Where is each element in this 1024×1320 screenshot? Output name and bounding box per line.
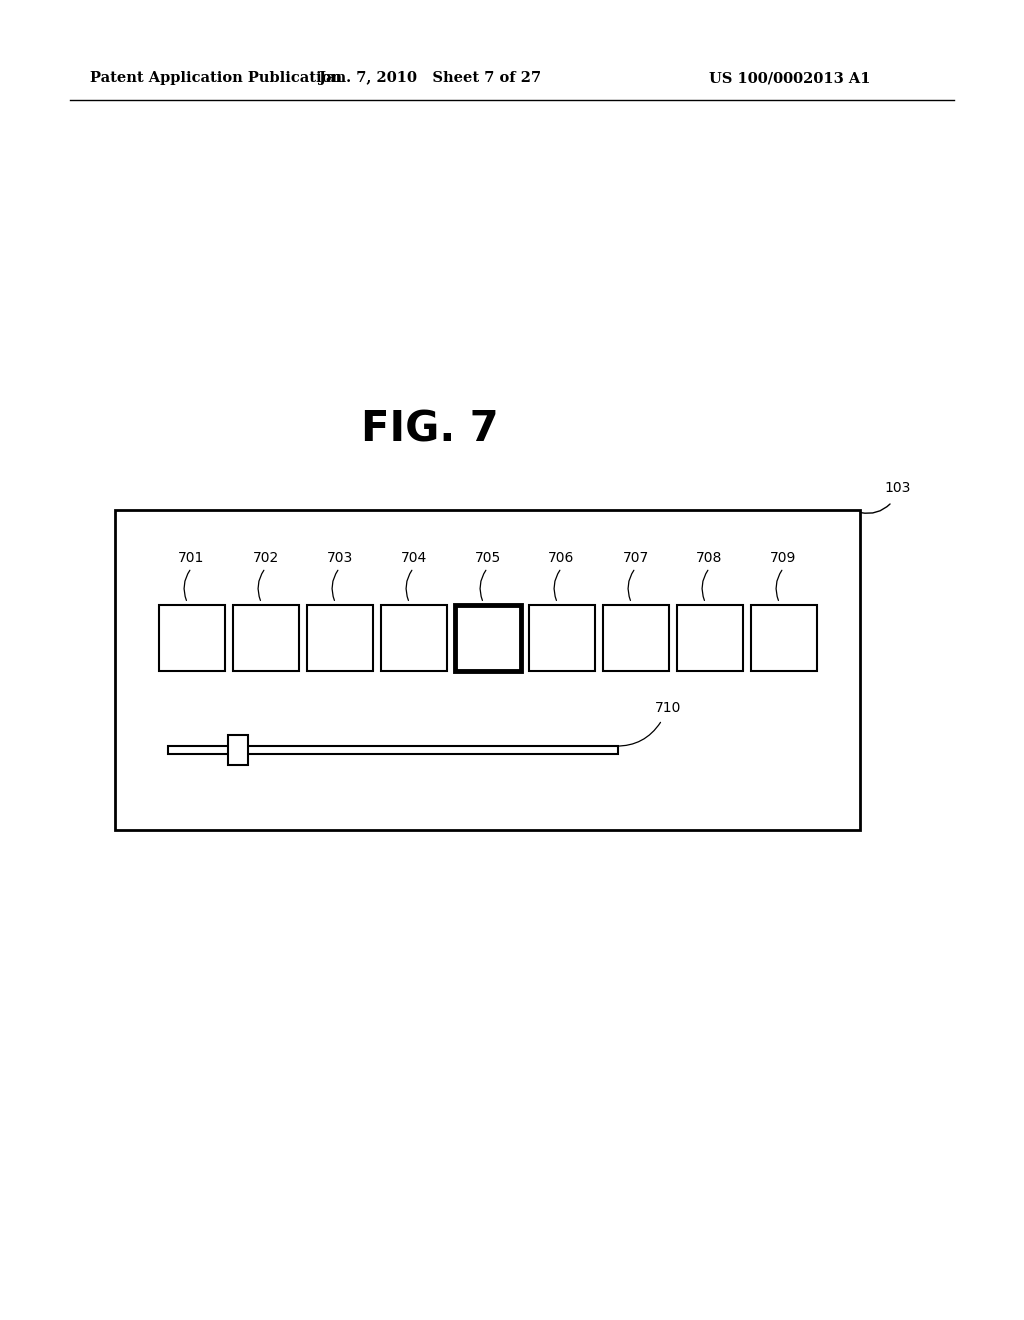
Bar	[159, 605, 224, 671]
Bar	[455, 605, 520, 671]
Text: 701: 701	[178, 550, 205, 565]
Bar	[381, 605, 446, 671]
Bar	[115, 510, 860, 830]
Bar	[232, 605, 299, 671]
Text: 702: 702	[252, 550, 279, 565]
Text: Patent Application Publication: Patent Application Publication	[90, 71, 342, 84]
Text: 709: 709	[770, 550, 797, 565]
Text: 705: 705	[474, 550, 501, 565]
Text: 703: 703	[327, 550, 352, 565]
Text: 706: 706	[548, 550, 574, 565]
Bar	[306, 605, 373, 671]
Bar	[228, 735, 248, 766]
Text: 708: 708	[696, 550, 723, 565]
Bar	[168, 746, 618, 754]
Text: 704: 704	[400, 550, 427, 565]
Text: 103: 103	[885, 480, 911, 495]
Text: US 100/0002013 A1: US 100/0002013 A1	[710, 71, 870, 84]
Text: 710: 710	[654, 701, 681, 715]
Text: Jan. 7, 2010   Sheet 7 of 27: Jan. 7, 2010 Sheet 7 of 27	[318, 71, 541, 84]
Bar	[528, 605, 595, 671]
Text: 707: 707	[623, 550, 648, 565]
Bar	[677, 605, 742, 671]
Text: FIG. 7: FIG. 7	[361, 409, 499, 451]
Bar	[751, 605, 816, 671]
Bar	[602, 605, 669, 671]
